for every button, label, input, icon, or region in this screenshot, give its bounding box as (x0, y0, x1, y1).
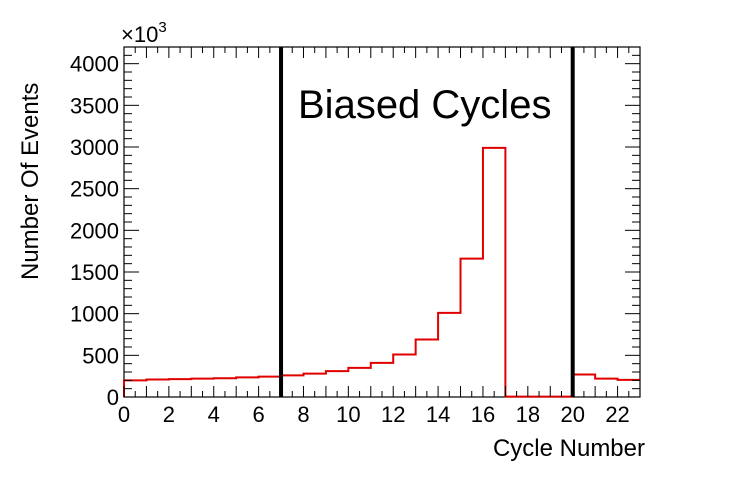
y-tick-label: 3000 (70, 135, 119, 160)
y-multiplier: ×103 (121, 19, 167, 47)
x-tick-label: 2 (163, 402, 175, 427)
x-tick-label: 8 (297, 402, 309, 427)
y-tick-label: 2500 (70, 177, 119, 202)
x-tick-label: 16 (471, 402, 495, 427)
histogram-bin-14 (438, 313, 460, 397)
y-tick-label: 4000 (70, 52, 119, 77)
x-tick-label: 14 (426, 402, 450, 427)
biased-cycles-annotation: Biased Cycles (298, 83, 551, 127)
y-axis-label: Number Of Events (17, 83, 44, 280)
y-multiplier-base: ×10 (121, 22, 158, 47)
x-tick-label: 10 (336, 402, 360, 427)
y-tick-label: 500 (82, 343, 119, 368)
y-tick-label: 3500 (70, 93, 119, 118)
y-tick-label: 1000 (70, 302, 119, 327)
y-tick-label: 1500 (70, 260, 119, 285)
x-axis-label: Cycle Number (493, 435, 645, 462)
x-tick-label: 22 (605, 402, 629, 427)
histogram-series (123, 146, 640, 398)
plot-area: 0 2 4 6 8 10 12 14 16 18 20 22 0 500 1000 1500 2000 2500 3… (70, 46, 641, 427)
x-tick-label: 20 (560, 402, 584, 427)
x-tick-label: 12 (381, 402, 405, 427)
x-tick-label: 18 (516, 402, 540, 427)
histogram-bin-16 (483, 148, 505, 397)
y-tick-label: 0 (107, 385, 119, 410)
x-tick-label: 0 (118, 402, 130, 427)
y-multiplier-exponent: 3 (158, 19, 166, 36)
histogram-bin-15 (461, 259, 483, 397)
histogram-bin-13 (416, 340, 438, 398)
histogram-bin-12 (393, 355, 415, 398)
x-tick-label: 6 (252, 402, 264, 427)
x-tick-label: 4 (208, 402, 220, 427)
y-tick-label: 2000 (70, 218, 119, 243)
